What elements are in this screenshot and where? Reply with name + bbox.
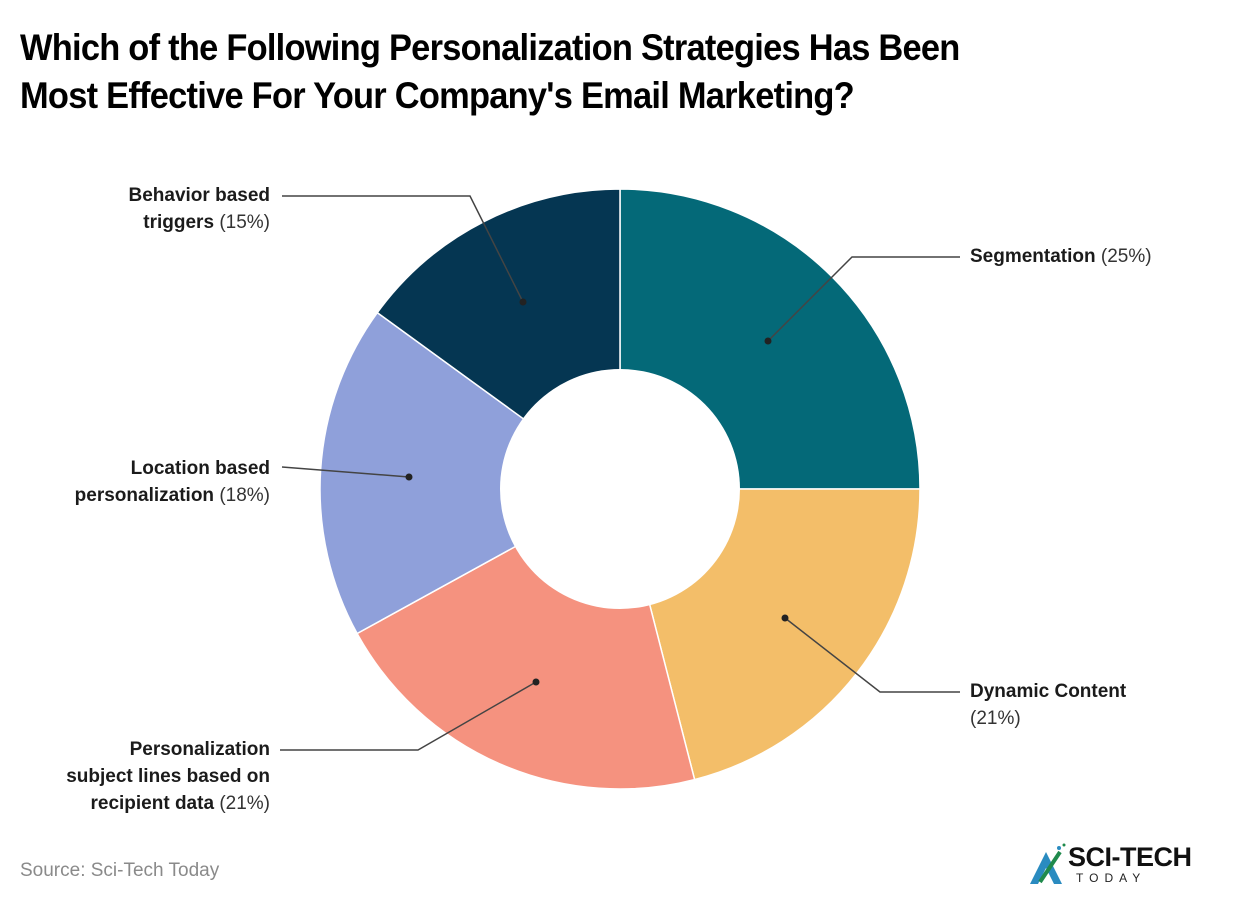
title-line-2: Most Effective For Your Company's Email … bbox=[20, 75, 855, 116]
logo-wordmark: SCI-TECH bbox=[1068, 842, 1192, 872]
leader-dynamic bbox=[784, 617, 960, 693]
leader-lines bbox=[280, 195, 960, 751]
logo-subtitle: TODAY bbox=[1076, 871, 1147, 885]
brand-logo: SCI-TECH TODAY bbox=[1026, 840, 1226, 888]
label-dynamic-content: Dynamic Content (21%) bbox=[970, 681, 1127, 729]
leader-dots bbox=[405, 298, 789, 686]
logo-mark-icon bbox=[1030, 843, 1066, 884]
title-line-1: Which of the Following Personalization S… bbox=[20, 27, 960, 68]
donut-hole bbox=[500, 369, 740, 609]
leader-segmentation bbox=[767, 256, 960, 342]
label-segmentation: Segmentation (25%) bbox=[970, 246, 1152, 267]
leader-subject bbox=[280, 681, 537, 751]
label-behavior-based: Behavior based triggers (15%) bbox=[128, 185, 271, 233]
leader-location bbox=[281, 466, 410, 478]
label-location-based: Location based personalization (18%) bbox=[74, 458, 270, 506]
leader-behavior bbox=[282, 195, 524, 303]
source-note: Source: Sci-Tech Today bbox=[20, 860, 220, 881]
chart-title: Which of the Following Personalization S… bbox=[20, 24, 1145, 120]
label-subject-lines: Personalization subject lines based on r… bbox=[66, 739, 270, 814]
